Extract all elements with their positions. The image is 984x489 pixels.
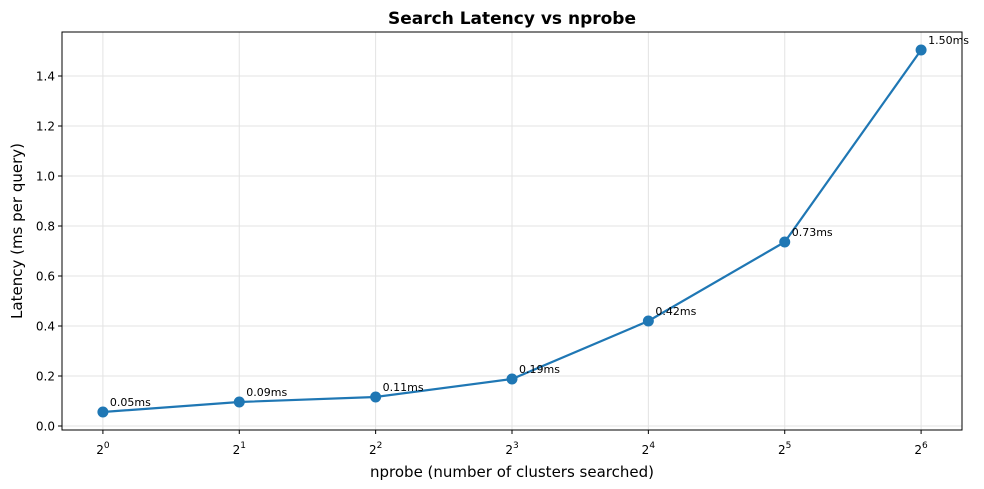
data-label: 0.42ms bbox=[655, 305, 696, 318]
grid bbox=[62, 32, 962, 430]
y-tick-label: 1.0 bbox=[36, 170, 55, 184]
data-point bbox=[97, 406, 109, 418]
data-label: 0.11ms bbox=[383, 381, 424, 394]
ticks: 20 21 22 23 24 25 26 0.0 0.2 0.4 0.6 0.8 1.0 1.2 1.4 bbox=[36, 70, 928, 458]
y-tick-label: 1.2 bbox=[36, 120, 55, 134]
x-tick-label: 24 bbox=[642, 441, 656, 457]
data-point bbox=[233, 396, 245, 408]
y-tick-label: 0.4 bbox=[36, 320, 55, 334]
y-tick-label: 0.6 bbox=[36, 270, 55, 284]
data-point bbox=[642, 315, 654, 327]
marks: 0.05ms 0.09ms 0.11ms 0.19ms 0.42ms 0.73ms 1.50… bbox=[97, 34, 969, 418]
y-tick-label: 1.4 bbox=[36, 70, 55, 84]
y-axis-label: Latency (ms per query) bbox=[8, 143, 26, 319]
data-label: 0.19ms bbox=[519, 363, 560, 376]
y-tick-label: 0.0 bbox=[36, 420, 55, 434]
data-label: 0.05ms bbox=[110, 396, 151, 409]
x-tick-label: 25 bbox=[778, 441, 791, 457]
data-point bbox=[370, 391, 382, 403]
x-axis-label: nprobe (number of clusters searched) bbox=[370, 463, 654, 481]
x-tick-label: 21 bbox=[233, 441, 246, 457]
data-point bbox=[915, 44, 927, 56]
chart-title: Search Latency vs nprobe bbox=[388, 9, 636, 29]
data-point bbox=[779, 236, 791, 248]
x-tick-label: 20 bbox=[96, 441, 110, 457]
plot-frame bbox=[61, 31, 963, 431]
data-label: 0.73ms bbox=[792, 226, 833, 239]
x-tick-label: 22 bbox=[369, 441, 382, 457]
data-label: 0.09ms bbox=[246, 386, 287, 399]
data-point bbox=[506, 373, 518, 385]
y-tick-label: 0.2 bbox=[36, 370, 55, 384]
x-tick-label: 23 bbox=[505, 441, 518, 457]
data-label: 1.50ms bbox=[928, 34, 969, 47]
x-tick-label: 26 bbox=[914, 441, 928, 457]
y-tick-label: 0.8 bbox=[36, 220, 55, 234]
